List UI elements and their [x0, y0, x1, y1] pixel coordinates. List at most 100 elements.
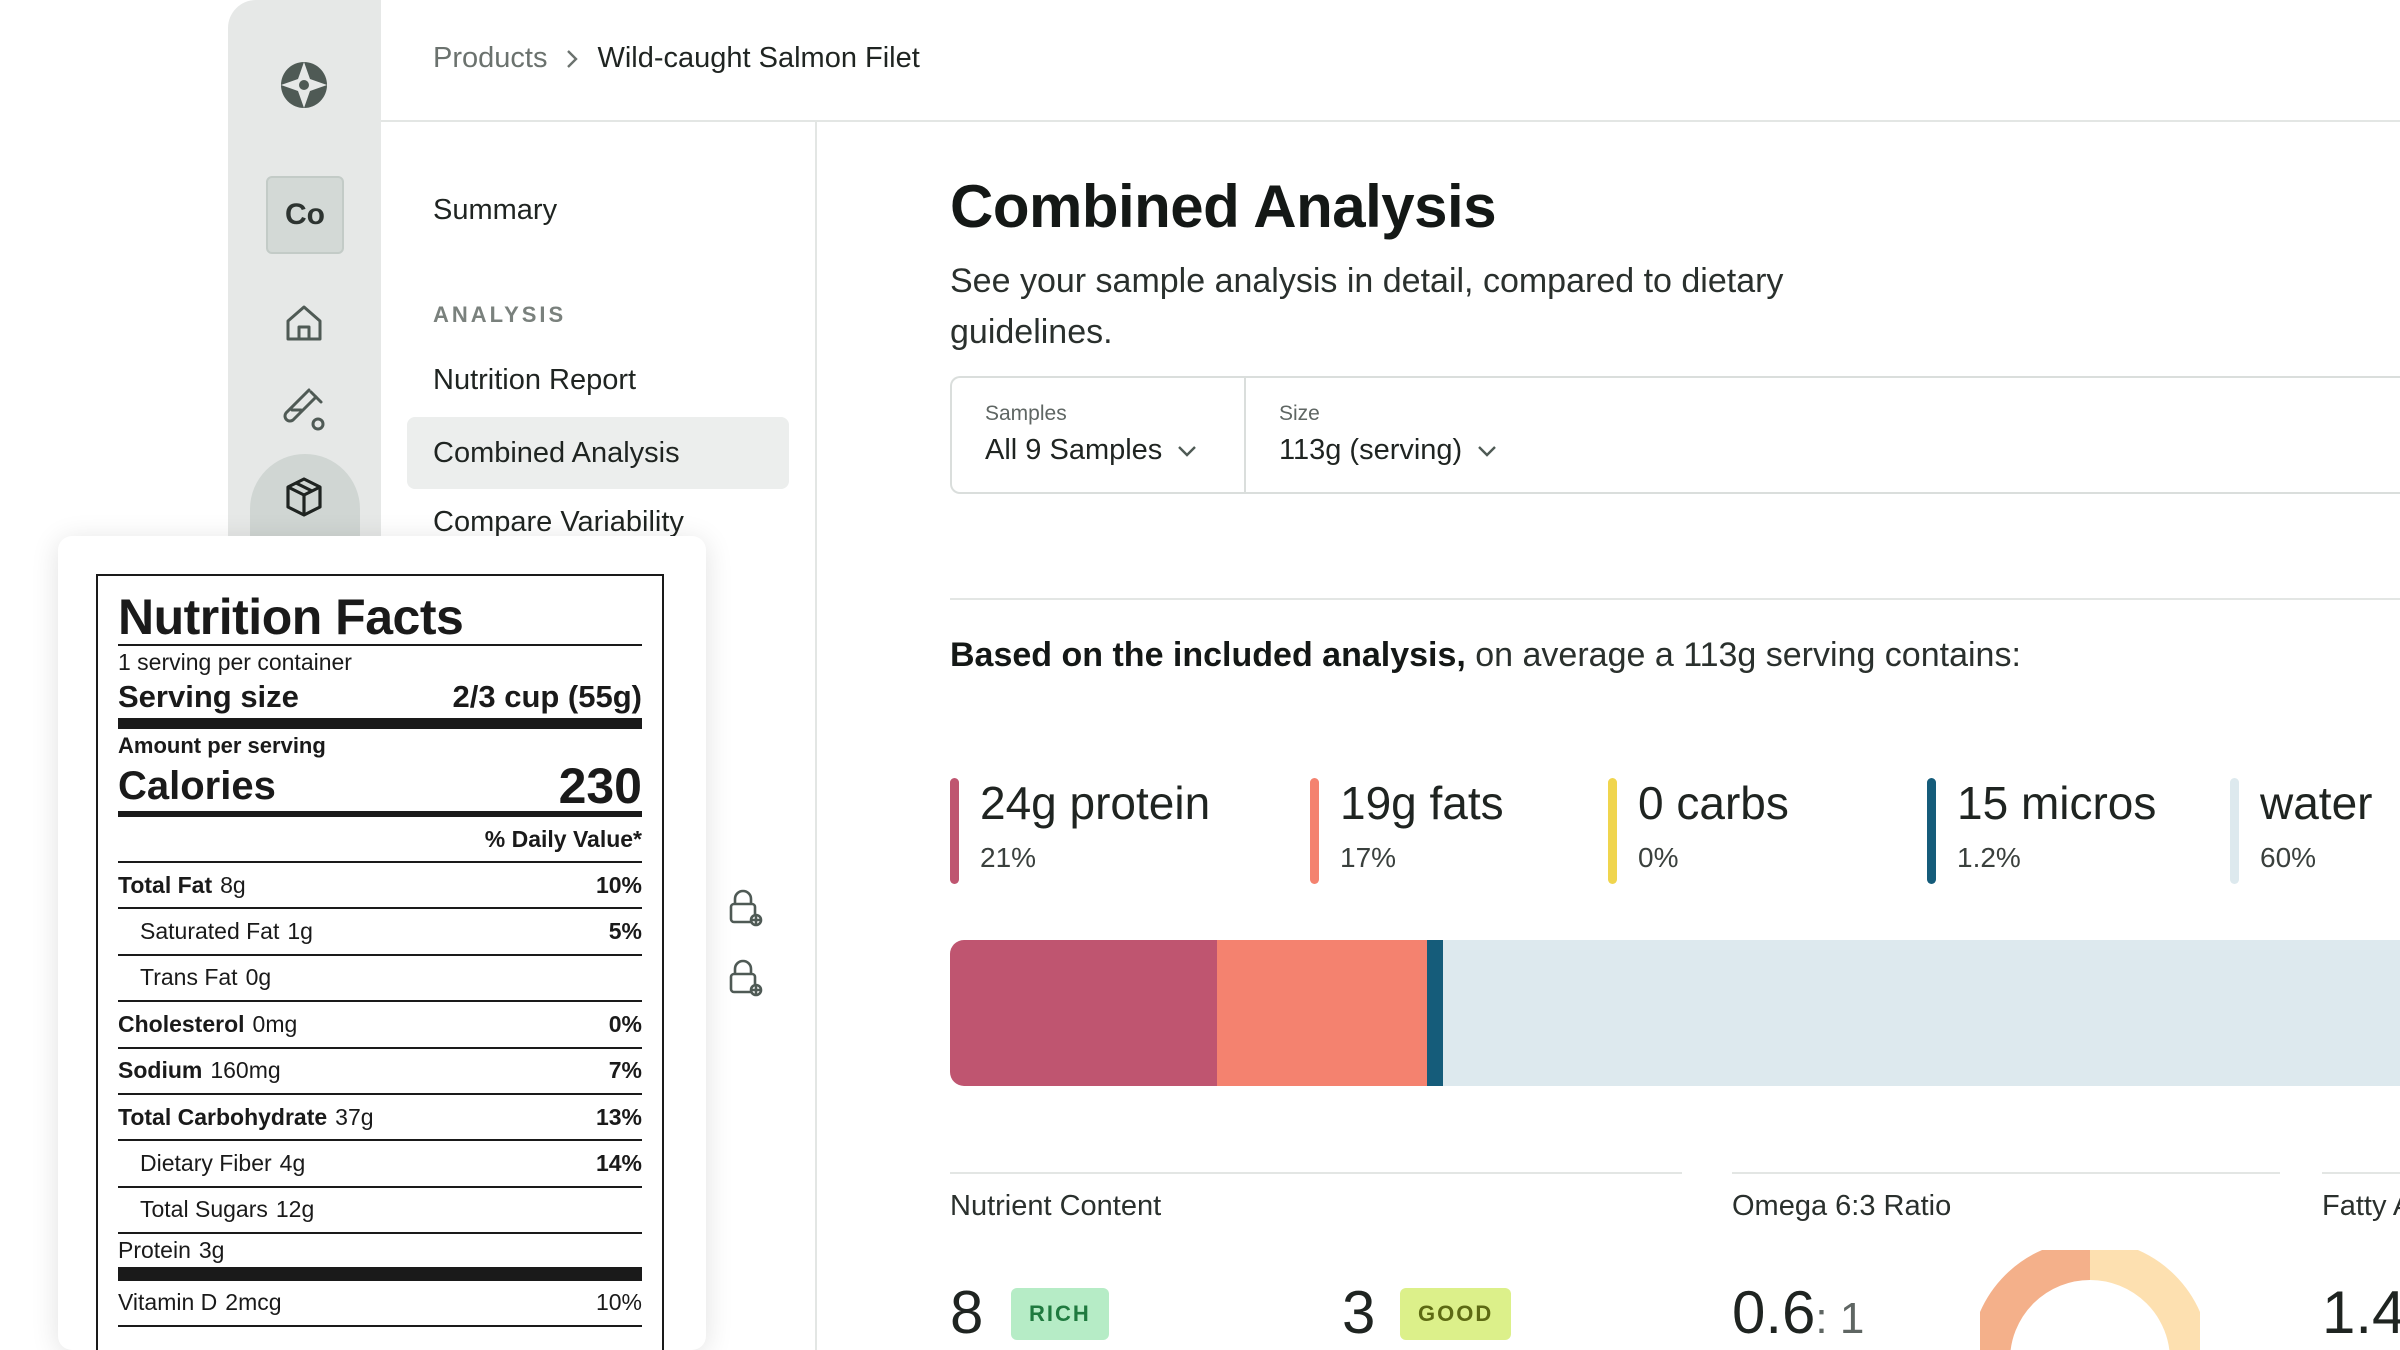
nf-dv-header: % Daily Value*	[118, 817, 642, 863]
nf-row-label: Dietary Fiber	[140, 1150, 272, 1177]
filter-divider	[1244, 378, 1246, 492]
nf-row-label: Total Sugars	[140, 1196, 268, 1223]
nav-compare-variability[interactable]: Compare Variability	[433, 505, 684, 538]
good-count: 3	[1342, 1279, 1376, 1346]
summary-rest: on average a 113g serving contains:	[1465, 636, 2021, 674]
home-icon[interactable]	[277, 296, 331, 350]
macro-percent: 1.2%	[1957, 842, 2021, 873]
nutrient-content-title: Nutrient Content	[950, 1190, 1162, 1222]
nf-row-amount: 2mcg	[225, 1289, 282, 1316]
nf-row-amount: 8g	[220, 871, 246, 898]
nf-row-amount: 1g	[287, 918, 313, 945]
nf-row-dv: 14%	[595, 1150, 642, 1177]
macro-fats: 19g fats 17%	[1310, 778, 1504, 884]
samples-select-value: All 9 Samples	[985, 434, 1163, 466]
nf-row-label: Cholesterol	[118, 1010, 245, 1037]
nf-serving-size-label: Serving size	[118, 679, 299, 714]
samples-select[interactable]: Samples All 9 Samples	[952, 378, 1244, 492]
macro-color-bar	[1927, 778, 1936, 884]
locked-feature-icon[interactable]	[726, 888, 764, 928]
macro-color-bar	[2230, 778, 2239, 884]
nf-row-amount: 3g	[198, 1236, 225, 1263]
nf-row-amount: 4g	[279, 1150, 306, 1177]
omega-ratio-value: 0.6: 1	[1732, 1278, 1864, 1347]
nf-row-label: Vitamin D	[118, 1289, 218, 1316]
macro-protein: 24g protein 21%	[950, 778, 1210, 884]
size-select-label: Size	[1279, 402, 1320, 425]
size-select-value: 113g (serving)	[1279, 434, 1463, 466]
nf-row-dv: 7%	[608, 1057, 642, 1084]
nav-summary[interactable]: Summary	[433, 193, 558, 226]
nf-row: Trans Fat 0g	[118, 956, 642, 1003]
summary-sentence: Based on the included analysis, on avera…	[950, 636, 2021, 675]
workspace-avatar[interactable]: Co	[266, 176, 344, 254]
nf-row: Cholesterol 0mg 0%	[118, 1002, 642, 1049]
macro-name: 0 carbs	[1638, 777, 1789, 829]
lab-test-icon[interactable]	[277, 384, 331, 438]
composition-segment-water	[1442, 940, 2400, 1086]
macro-percent: 17%	[1340, 842, 1397, 873]
nf-row: Total Sugars 12g	[118, 1188, 642, 1235]
brand-logo-icon[interactable]	[277, 58, 331, 112]
chevron-down-icon	[1178, 445, 1197, 457]
nf-row: Vitamin D 2mcg 10%	[118, 1281, 642, 1327]
nav-section-analysis: ANALYSIS	[433, 302, 567, 327]
nf-row: Total Carbohydrate 37g 13%	[118, 1095, 642, 1142]
fatty-acids-value: 1.4	[2322, 1279, 2400, 1346]
nutrition-label-card: Nutrition Facts 1 serving per container …	[58, 536, 706, 1350]
nf-title: Nutrition Facts	[118, 590, 642, 646]
nf-row-amount: 37g	[335, 1103, 374, 1130]
nf-row: Saturated Fat 1g 5%	[118, 909, 642, 956]
chevron-down-icon	[1478, 445, 1497, 457]
nf-calories: Calories 230	[118, 761, 642, 817]
nf-serving-size: Serving size 2/3 cup (55g)	[118, 678, 642, 729]
panel-divider	[2322, 1172, 2400, 1174]
section-divider	[950, 598, 2400, 600]
macro-micros: 15 micros 1.2%	[1927, 778, 2156, 884]
nf-row-amount: 0g	[245, 964, 272, 991]
nf-row-label: Total Carbohydrate	[118, 1103, 328, 1130]
nf-row-dv: 0%	[608, 1010, 642, 1037]
omega-donut-omega6-arc	[1980, 1250, 2091, 1350]
nf-row-amount: 12g	[275, 1196, 315, 1223]
nutrition-facts-label: Nutrition Facts 1 serving per container …	[96, 574, 664, 1350]
nf-row-label: Total Fat	[118, 871, 213, 898]
macro-name: water	[2260, 777, 2373, 829]
macro-carbs: 0 carbs 0%	[1608, 778, 1789, 884]
good-badge: GOOD	[1400, 1288, 1512, 1340]
nf-calories-label: Calories	[118, 764, 276, 808]
nf-row: Total Fat 8g 10%	[118, 863, 642, 910]
workspace-avatar-text: Co	[285, 198, 325, 231]
page-title: Combined Analysis	[950, 173, 1497, 240]
nf-serving-size-value: 2/3 cup (55g)	[452, 679, 643, 714]
omega-ratio-number: 0.6	[1732, 1279, 1816, 1346]
nf-row-dv: 10%	[595, 871, 642, 898]
products-box-icon[interactable]	[277, 470, 331, 524]
breadcrumb-products-link[interactable]: Products	[433, 42, 548, 74]
nf-row: Protein 3g	[118, 1234, 642, 1281]
nav-nutrition-report[interactable]: Nutrition Report	[433, 363, 637, 396]
locked-feature-icon[interactable]	[726, 958, 764, 998]
nf-row: Dietary Fiber 4g 14%	[118, 1141, 642, 1188]
fatty-acids-title: Fatty A	[2322, 1190, 2400, 1222]
composition-segment-fats	[1216, 940, 1428, 1086]
nav-combined-analysis[interactable]: Combined Analysis	[407, 417, 789, 489]
nf-row-dv: 5%	[608, 918, 642, 945]
samples-select-label: Samples	[985, 402, 1067, 425]
nf-row-label: Saturated Fat	[140, 918, 280, 945]
page-header: Products Wild-caught Salmon Filet	[381, 0, 2400, 122]
macro-color-bar	[1310, 778, 1319, 884]
nf-row-dv: 10%	[595, 1289, 642, 1316]
omega-ratio-suffix: : 1	[1815, 1294, 1865, 1343]
composition-segment-protein	[950, 940, 1217, 1086]
nf-row-label: Trans Fat	[140, 964, 238, 991]
nf-row-amount: 160mg	[210, 1057, 281, 1084]
size-select[interactable]: Size 113g (serving)	[1246, 378, 1746, 492]
chevron-right-icon	[565, 48, 579, 70]
filter-bar: Samples All 9 Samples Size 113g (serving…	[950, 376, 2400, 494]
macro-percent: 60%	[2260, 842, 2317, 873]
page-subtitle: See your sample analysis in detail, comp…	[950, 262, 1784, 351]
nf-servings: 1 serving per container	[118, 649, 352, 675]
omega-ratio-title: Omega 6:3 Ratio	[1732, 1190, 1952, 1222]
breadcrumb: Products Wild-caught Salmon Filet	[433, 42, 920, 75]
